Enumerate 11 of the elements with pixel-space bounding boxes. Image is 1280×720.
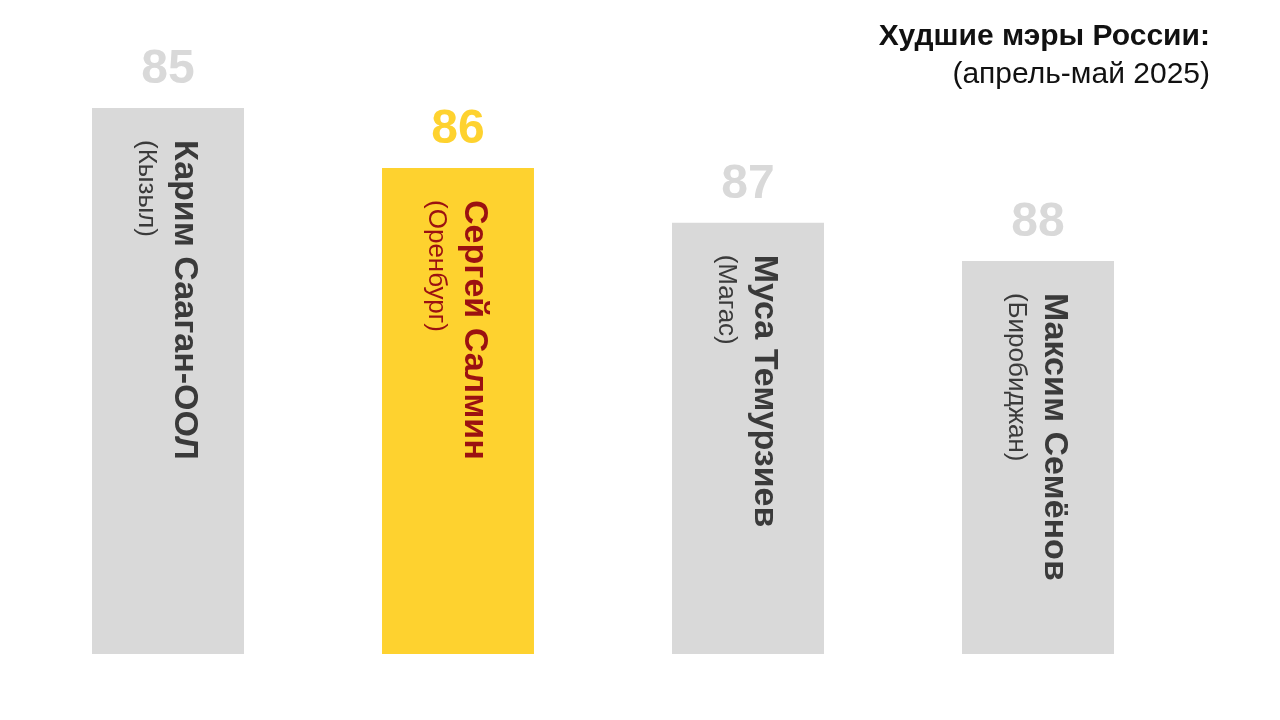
chart-title: Худшие мэры России: (878, 18, 1210, 52)
bar (672, 222, 824, 654)
bar (962, 260, 1114, 654)
x-tick-label: Сергей Салмин (Оренбург) (422, 200, 496, 460)
x-tick-label: Карим Сааган-ООЛ (Кызыл) (132, 140, 206, 460)
annotation: 86 (431, 100, 485, 154)
bar (92, 108, 244, 654)
x-tick-label: Муса Темурзиев (Магас) (712, 254, 786, 528)
bar (382, 168, 534, 654)
x-tick-label: Максим Семёнов (Биробиджан) (1002, 292, 1076, 581)
chart-subtitle: (апрель-май 2025) (951, 56, 1210, 90)
